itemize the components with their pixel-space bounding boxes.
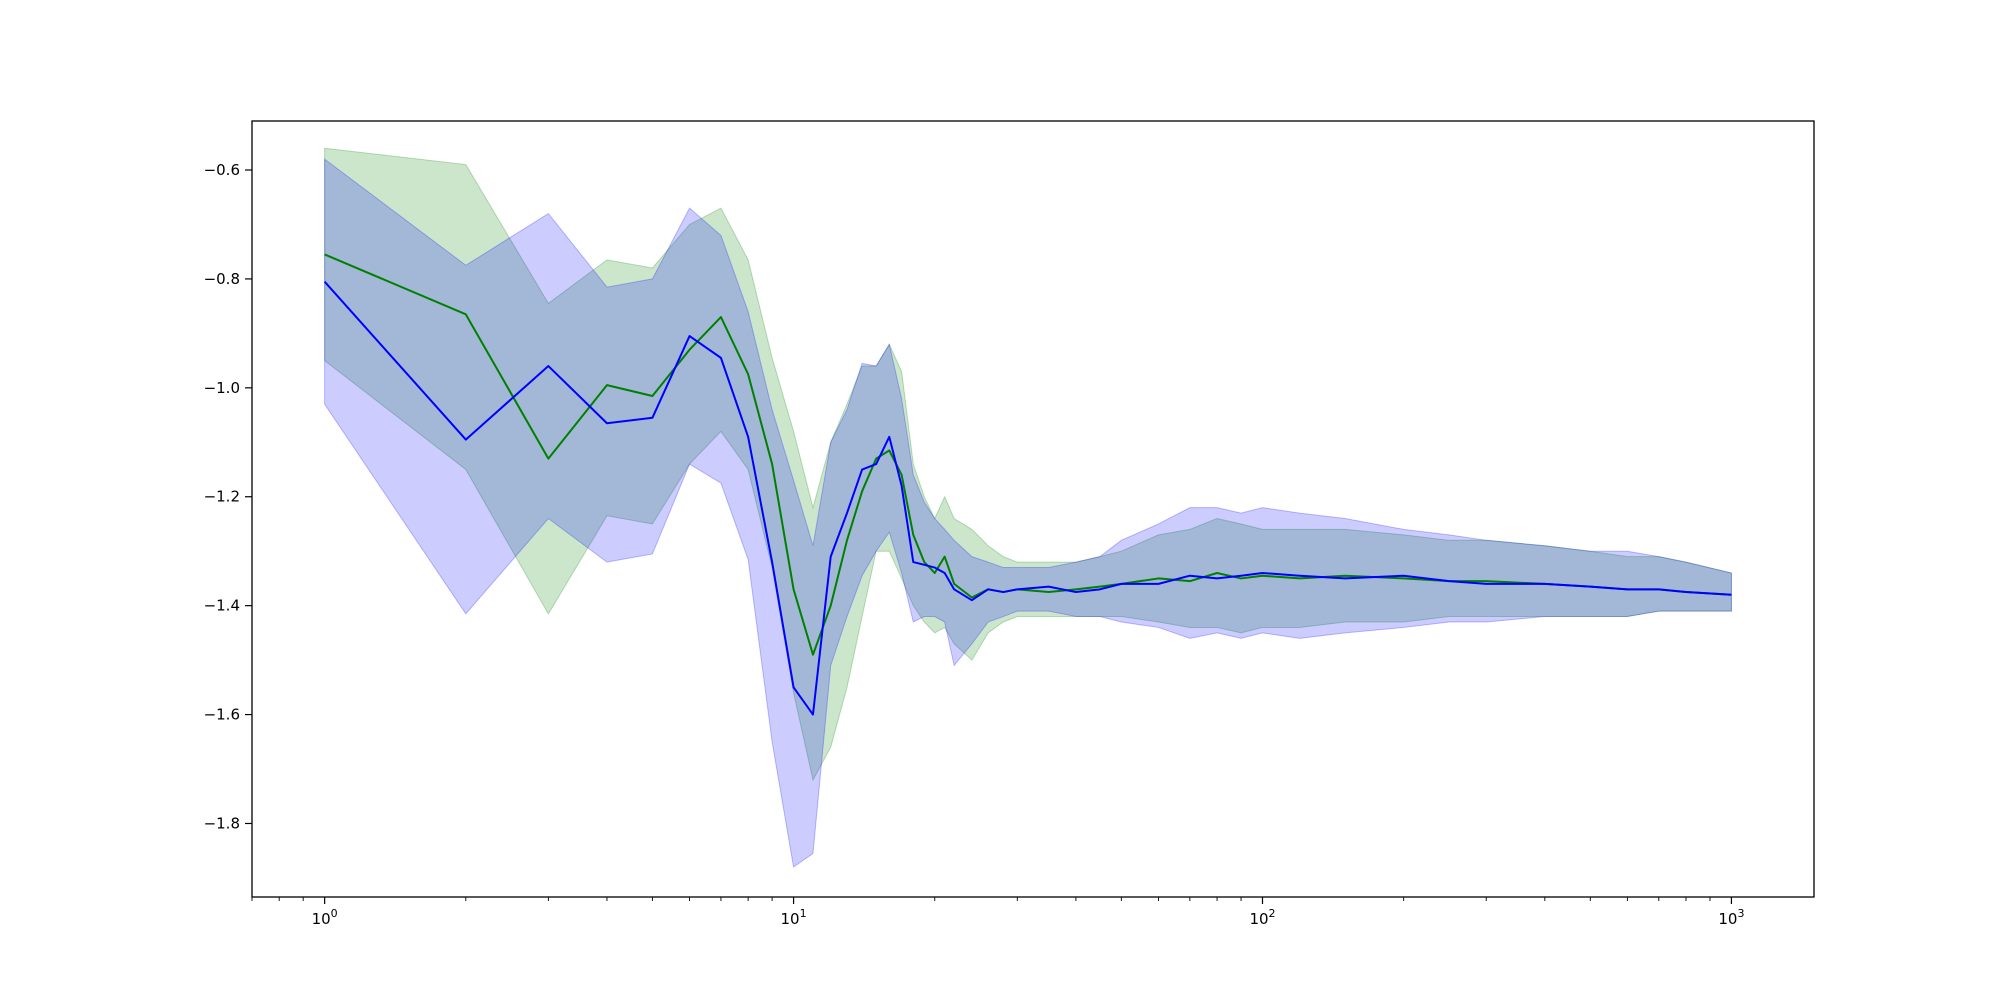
plot-frame: [251, 120, 1815, 898]
series-1-band: [324, 147, 1732, 782]
y-tick-label: −1.8: [204, 814, 240, 832]
confidence-bands: [324, 147, 1732, 868]
series-1-line: [324, 253, 1732, 656]
x-tick-label: 102: [1249, 907, 1275, 928]
y-tick-label: −0.6: [204, 161, 240, 179]
x-axis: 100 101 102 103: [251, 897, 1744, 928]
y-tick-label: −1.4: [204, 597, 240, 615]
series-2-band: [324, 158, 1732, 868]
x-tick-label: 101: [781, 907, 807, 928]
series-2-line: [323, 280, 1732, 716]
y-tick-label: −0.8: [204, 270, 240, 288]
y-tick-label: −1.0: [204, 379, 240, 397]
y-axis: −0.6 −0.8 −1.0 −1.2 −1.4 −1.6 −1.8: [204, 161, 252, 832]
x-tick-label: 103: [1718, 907, 1744, 928]
series-lines: [323, 253, 1732, 716]
y-tick-label: −1.6: [204, 706, 240, 724]
x-tick-label: 100: [312, 907, 338, 928]
y-tick-label: −1.2: [204, 488, 240, 506]
